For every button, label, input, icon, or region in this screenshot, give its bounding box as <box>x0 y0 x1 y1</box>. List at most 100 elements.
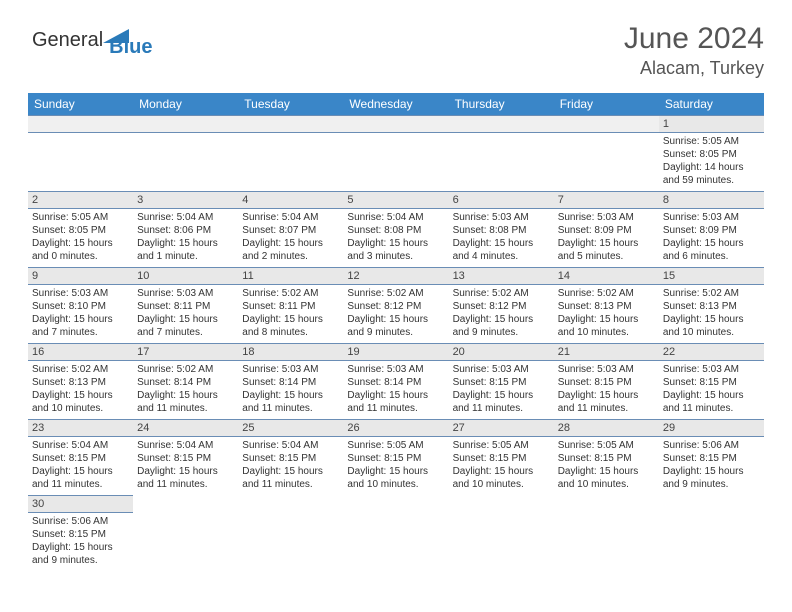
day-number: 27 <box>449 419 554 437</box>
calendar-day-cell: 3Sunrise: 5:04 AMSunset: 8:06 PMDaylight… <box>133 191 238 267</box>
calendar-day-cell: 30Sunrise: 5:06 AMSunset: 8:15 PMDayligh… <box>28 495 133 571</box>
calendar-header-cell: Monday <box>133 93 238 115</box>
day-number: 2 <box>28 191 133 209</box>
calendar-day-cell: 4Sunrise: 5:04 AMSunset: 8:07 PMDaylight… <box>238 191 343 267</box>
day-details: Sunrise: 5:03 AMSunset: 8:08 PMDaylight:… <box>449 209 554 267</box>
day-number: 5 <box>343 191 448 209</box>
day-details: Sunrise: 5:03 AMSunset: 8:11 PMDaylight:… <box>133 285 238 343</box>
day-details: Sunrise: 5:03 AMSunset: 8:09 PMDaylight:… <box>659 209 764 267</box>
day-details: Sunrise: 5:05 AMSunset: 8:15 PMDaylight:… <box>449 437 554 495</box>
calendar-day-cell: 29Sunrise: 5:06 AMSunset: 8:15 PMDayligh… <box>659 419 764 495</box>
calendar-day-cell: 11Sunrise: 5:02 AMSunset: 8:11 PMDayligh… <box>238 267 343 343</box>
day-number: 30 <box>28 495 133 513</box>
day-details: Sunrise: 5:05 AMSunset: 8:15 PMDaylight:… <box>554 437 659 495</box>
day-details: Sunrise: 5:02 AMSunset: 8:11 PMDaylight:… <box>238 285 343 343</box>
calendar-day-cell: 14Sunrise: 5:02 AMSunset: 8:13 PMDayligh… <box>554 267 659 343</box>
day-number: 7 <box>554 191 659 209</box>
day-number: 17 <box>133 343 238 361</box>
calendar-day-cell: 28Sunrise: 5:05 AMSunset: 8:15 PMDayligh… <box>554 419 659 495</box>
calendar-day-cell: 16Sunrise: 5:02 AMSunset: 8:13 PMDayligh… <box>28 343 133 419</box>
day-number: 23 <box>28 419 133 437</box>
day-number: 4 <box>238 191 343 209</box>
calendar-empty-cell <box>133 115 238 191</box>
empty-day-header <box>554 115 659 133</box>
day-number: 8 <box>659 191 764 209</box>
day-details: Sunrise: 5:03 AMSunset: 8:15 PMDaylight:… <box>449 361 554 419</box>
calendar-empty-cell <box>449 115 554 191</box>
calendar-empty-cell <box>659 495 764 571</box>
calendar-table: SundayMondayTuesdayWednesdayThursdayFrid… <box>28 93 764 571</box>
calendar-empty-cell <box>343 495 448 571</box>
day-number: 24 <box>133 419 238 437</box>
calendar-day-cell: 21Sunrise: 5:03 AMSunset: 8:15 PMDayligh… <box>554 343 659 419</box>
calendar-empty-cell <box>554 115 659 191</box>
calendar-day-cell: 10Sunrise: 5:03 AMSunset: 8:11 PMDayligh… <box>133 267 238 343</box>
day-number: 20 <box>449 343 554 361</box>
day-details: Sunrise: 5:03 AMSunset: 8:10 PMDaylight:… <box>28 285 133 343</box>
calendar-empty-cell <box>133 495 238 571</box>
title-block: June 2024 Alacam, Turkey <box>624 22 764 79</box>
calendar-day-cell: 20Sunrise: 5:03 AMSunset: 8:15 PMDayligh… <box>449 343 554 419</box>
logo-text-general: General <box>32 29 103 52</box>
calendar-week-row: 23 Sunrise: 5:04 AMSunset: 8:15 PMDayligh… <box>28 419 764 495</box>
calendar-header-row: SundayMondayTuesdayWednesdayThursdayFrid… <box>28 93 764 115</box>
calendar-empty-cell <box>238 115 343 191</box>
calendar-day-cell: 18Sunrise: 5:03 AMSunset: 8:14 PMDayligh… <box>238 343 343 419</box>
day-details: Sunrise: 5:04 AMSunset: 8:07 PMDaylight:… <box>238 209 343 267</box>
day-number: 11 <box>238 267 343 285</box>
day-details: Sunrise: 5:05 AMSunset: 8:05 PMDaylight:… <box>28 209 133 267</box>
calendar-day-cell: 24Sunrise: 5:04 AMSunset: 8:15 PMDayligh… <box>133 419 238 495</box>
day-details: Sunrise: 5:03 AMSunset: 8:09 PMDaylight:… <box>554 209 659 267</box>
day-number: 6 <box>449 191 554 209</box>
day-number: 3 <box>133 191 238 209</box>
calendar-header-cell: Thursday <box>449 93 554 115</box>
calendar-day-cell: 19Sunrise: 5:03 AMSunset: 8:14 PMDayligh… <box>343 343 448 419</box>
day-number: 28 <box>554 419 659 437</box>
day-details: Sunrise: 5:03 AMSunset: 8:15 PMDaylight:… <box>554 361 659 419</box>
day-details: Sunrise: 5:03 AMSunset: 8:15 PMDaylight:… <box>659 361 764 419</box>
day-number: 15 <box>659 267 764 285</box>
day-number: 14 <box>554 267 659 285</box>
day-number: 10 <box>133 267 238 285</box>
day-details: Sunrise: 5:03 AMSunset: 8:14 PMDaylight:… <box>238 361 343 419</box>
logo-text-blue: Blue <box>109 36 152 59</box>
calendar-week-row: 16Sunrise: 5:02 AMSunset: 8:13 PMDayligh… <box>28 343 764 419</box>
calendar-day-cell: 2Sunrise: 5:05 AMSunset: 8:05 PMDaylight… <box>28 191 133 267</box>
calendar-empty-cell <box>28 115 133 191</box>
calendar-week-row: 30Sunrise: 5:06 AMSunset: 8:15 PMDayligh… <box>28 495 764 571</box>
calendar-empty-cell <box>343 115 448 191</box>
day-details: Sunrise: 5:02 AMSunset: 8:12 PMDaylight:… <box>449 285 554 343</box>
calendar-day-cell: 23Sunrise: 5:04 AMSunset: 8:15 PMDayligh… <box>28 419 133 495</box>
day-number: 13 <box>449 267 554 285</box>
day-number: 26 <box>343 419 448 437</box>
day-details: Sunrise: 5:05 AMSunset: 8:05 PMDaylight:… <box>659 133 764 191</box>
calendar-header-cell: Wednesday <box>343 93 448 115</box>
month-title: June 2024 <box>624 22 764 56</box>
calendar-day-cell: 7Sunrise: 5:03 AMSunset: 8:09 PMDaylight… <box>554 191 659 267</box>
empty-day-header <box>133 115 238 133</box>
location: Alacam, Turkey <box>624 58 764 79</box>
calendar-week-row: 9Sunrise: 5:03 AMSunset: 8:10 PMDaylight… <box>28 267 764 343</box>
day-details: Sunrise: 5:02 AMSunset: 8:13 PMDaylight:… <box>28 361 133 419</box>
day-number: 1 <box>659 115 764 133</box>
day-number: 12 <box>343 267 448 285</box>
calendar-day-cell: 15Sunrise: 5:02 AMSunset: 8:13 PMDayligh… <box>659 267 764 343</box>
calendar-header-cell: Saturday <box>659 93 764 115</box>
calendar-empty-cell <box>238 495 343 571</box>
empty-day-header <box>449 115 554 133</box>
calendar-header-cell: Friday <box>554 93 659 115</box>
calendar-day-cell: 6Sunrise: 5:03 AMSunset: 8:08 PMDaylight… <box>449 191 554 267</box>
day-details: Sunrise: 5:06 AMSunset: 8:15 PMDaylight:… <box>28 513 133 571</box>
calendar-day-cell: 17Sunrise: 5:02 AMSunset: 8:14 PMDayligh… <box>133 343 238 419</box>
day-details: Sunrise: 5:04 AMSunset: 8:15 PMDaylight:… <box>238 437 343 495</box>
calendar-header-cell: Sunday <box>28 93 133 115</box>
day-number: 16 <box>28 343 133 361</box>
calendar-week-row: 2Sunrise: 5:05 AMSunset: 8:05 PMDaylight… <box>28 191 764 267</box>
calendar-day-cell: 27Sunrise: 5:05 AMSunset: 8:15 PMDayligh… <box>449 419 554 495</box>
calendar-day-cell: 25Sunrise: 5:04 AMSunset: 8:15 PMDayligh… <box>238 419 343 495</box>
empty-day-header <box>28 115 133 133</box>
day-number: 29 <box>659 419 764 437</box>
day-details: Sunrise: 5:03 AMSunset: 8:14 PMDaylight:… <box>343 361 448 419</box>
day-number: 19 <box>343 343 448 361</box>
calendar-header-cell: Tuesday <box>238 93 343 115</box>
